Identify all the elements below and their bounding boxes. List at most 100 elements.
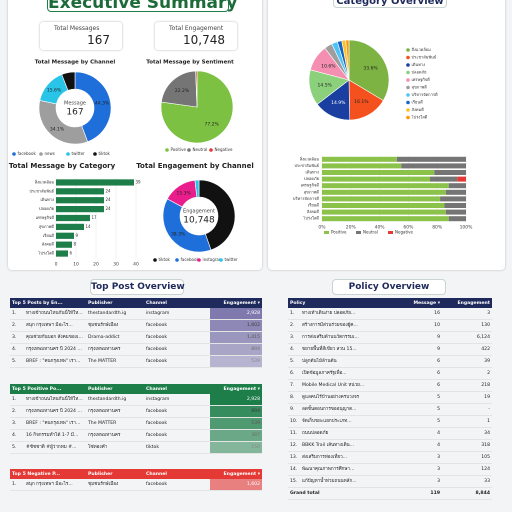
table-cell: 2. [10, 319, 24, 332]
table-cell: 9 [392, 343, 443, 356]
table-cell: facebook [144, 479, 211, 491]
table-cell: 539 [210, 417, 262, 430]
y-tick-label: ประชาสัมพันธ์ [294, 163, 319, 168]
table-cell: 19 [442, 391, 493, 404]
y-tick-label: เดินทาง [305, 170, 319, 175]
table-cell: 2. [10, 405, 24, 418]
table-cell: 318 [442, 439, 493, 452]
table-cell: 105 [442, 451, 493, 464]
bar-value: 8 [74, 242, 77, 247]
table-cell: 5 [392, 415, 443, 428]
legend-swatch [406, 93, 410, 97]
center-label: Message [64, 101, 86, 107]
bar-segment [457, 176, 466, 182]
table-cell: 1. [10, 394, 24, 406]
table-cell: พัฒนาคุณภาพการศึกษา... [300, 463, 393, 476]
slice [345, 39, 350, 81]
table-row: 6. เปิดข้อมูลภาครัฐเพื่อ... 6 2 [288, 367, 493, 380]
table-cell: กรุงเทพมหานคร [86, 343, 144, 356]
kpi-value: 10,748 [183, 33, 225, 47]
legend-swatch [406, 48, 410, 52]
legend-label: เดินทาง [412, 62, 426, 67]
section-title: Policy Overview [332, 279, 446, 295]
table-cell: 3 [392, 475, 443, 488]
table-cell: 5. [288, 355, 300, 368]
y-tick-label: สังคมดี [42, 242, 55, 247]
slice [162, 198, 212, 253]
table-row: 15. แก้ปัญหาน้ำท่วมถนนหลัก... 3 33 [288, 475, 493, 488]
bar-value: 24 [106, 197, 112, 202]
page-title: Executive Summary [47, 0, 237, 13]
bar [56, 197, 104, 204]
x-tick-label: 10 [73, 262, 79, 268]
table-cell: 4. [288, 343, 300, 356]
x-tick-label: 0% [318, 225, 326, 231]
table-row: 3. คุณช่วยกันบอก สังคมของเรา... Drama-addi… [10, 331, 262, 344]
chart-title: Total Engagement by Channel [136, 162, 254, 170]
table-cell: BBKK Trail เส้นทางเดิน... [300, 439, 393, 452]
table-row: 5. BREF : "คนกรุงเทพ" เรา... The MATTER fac… [10, 355, 262, 368]
table-row: 1. ทางเข้าถนนไหนกันนี่ให้ใหญ่... thestanda… [10, 308, 262, 320]
bar-segment [322, 163, 402, 169]
table-cell: กรุงเทพมหานคร ปี 2024 ไ... [24, 405, 86, 418]
table-cell: 5. [10, 355, 24, 368]
table-row: 3. BREF : "คนกรุงเทพ" เรา... The MATTER fac… [10, 417, 262, 430]
y-tick-label: สิ่งแวดล้อม [34, 179, 54, 184]
y-tick-label: เศรษฐกิจดี [36, 215, 55, 220]
table-row: 3. การส่งเสริมด้านนวัตกรรมเ... 9 6,124 [288, 331, 493, 344]
slice-label: 10.6% [321, 64, 336, 70]
bar-segment [440, 196, 466, 202]
legend-label: Neutral [193, 147, 208, 152]
table-cell: 2,928 [210, 394, 262, 406]
table-cell: 1,602 [210, 319, 262, 332]
slice-label: 44.3% [95, 101, 110, 107]
kpi-card: Total Messages 167 [40, 22, 122, 50]
center-label: Engagement [183, 209, 215, 215]
table-cell: 8,844 [442, 487, 493, 500]
table-cell: 894 [210, 343, 262, 356]
table-row: 2. กรุงเทพมหานคร ปี 2024 ไ... กรุงเทพมหานค… [10, 405, 262, 418]
table-row: 5. #ชัชชาติ #ผู้ว่ากทม #... โซ่ทองคำ tiktok… [10, 441, 262, 454]
bar-segment [434, 169, 466, 176]
header-cell: Top 5 Posts by En... [12, 300, 63, 306]
slice [160, 70, 234, 144]
bar-segment [322, 202, 445, 209]
table-cell: 5 [392, 403, 443, 416]
legend-swatch [66, 152, 70, 156]
bar-segment [322, 216, 449, 222]
table-cell: facebook [144, 331, 210, 344]
header-row: Top 5 Negative P... Publisher Channel Engag… [10, 469, 263, 479]
bar-segment [322, 156, 397, 162]
y-tick-label: สิ่งแวดล้อม [299, 156, 319, 161]
legend-label: twitter [72, 151, 86, 156]
table-cell: 5. [10, 441, 24, 454]
legend-swatch [406, 108, 410, 112]
y-tick-label: เรียนดี [308, 203, 320, 208]
table-cell: - [442, 403, 493, 416]
bar-segment [322, 196, 441, 202]
kpi-card: Total Engagement 10,748 [155, 22, 237, 50]
bar-segment [322, 209, 446, 215]
table-cell: 16 กิจกรรมทำได้ 1-7 มี... [24, 429, 86, 442]
bar-segment [322, 176, 430, 182]
data-table: Top 5 Negative P... Publisher Channel Engag… [10, 469, 263, 491]
slice-label: 14.5% [318, 82, 333, 88]
bar-segment [322, 183, 449, 189]
table-cell: ชุมชนรักษ์เมือง [86, 479, 145, 491]
slice [74, 71, 112, 143]
legend-label: twitter [225, 257, 239, 262]
center-value: 167 [66, 108, 83, 118]
table-cell: 8. [288, 391, 300, 404]
table-cell: 1. [288, 308, 300, 320]
table-cell: 3. [288, 331, 300, 344]
table-cell: 16 [392, 308, 443, 320]
bar-segment [444, 202, 466, 209]
header-cell: Channel [146, 471, 167, 477]
table-cell: 1 [442, 415, 493, 428]
table-cell: 14. [288, 463, 300, 476]
x-tick-label: 100% [460, 225, 474, 231]
table-cell: กรุงเทพมหานคร [86, 405, 144, 418]
table-cell: 2 [442, 367, 493, 380]
y-tick-label: เดินทาง [40, 197, 54, 202]
